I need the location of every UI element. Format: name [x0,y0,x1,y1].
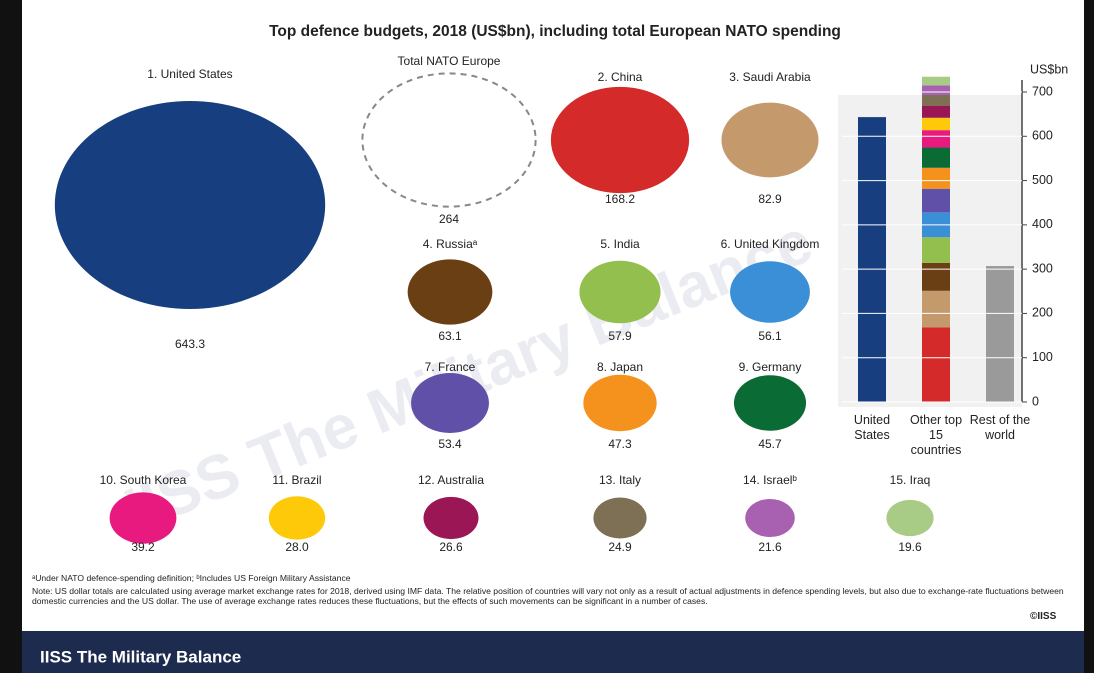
bar-segment [922,290,950,328]
bubble-label: 3. Saudi Arabia [729,70,811,84]
value-label: 56.1 [758,329,782,343]
y-tick-label: 500 [1032,173,1053,187]
value-label: 45.7 [758,437,782,451]
footnote: ᵃUnder NATO defence-spending definition;… [32,573,351,583]
bar-segment [922,147,950,168]
value-label: 21.6 [758,540,782,554]
bubble-label: 11. Brazil [272,473,321,487]
y-tick-label: 700 [1032,84,1053,98]
y-axis-label: US$bn [1030,62,1068,76]
left-border [0,0,22,673]
bar-segment [922,262,950,291]
bubble [550,86,690,194]
y-tick-label: 200 [1032,306,1053,320]
bubble-label: 12. Australia [418,473,484,487]
bubble [583,374,657,432]
value-label: 82.9 [758,192,782,206]
x-tick-label: Rest of the world [969,413,1031,442]
reference-label: Total NATO Europe [398,54,501,68]
y-tick-label: 100 [1032,350,1053,364]
bubble-label: 9. Germany [739,360,802,374]
value-label: 39.2 [131,540,155,554]
bar-segment [922,188,950,213]
bar-segment [922,237,950,263]
bubble-label: 8. Japan [597,360,643,374]
note: Note: US dollar totals are calculated us… [32,586,1064,606]
bubble [730,261,810,323]
bar-segment [922,130,950,148]
value-label: 28.0 [285,540,309,554]
bubble [745,498,795,538]
bar-segment [922,167,950,189]
bubble [593,497,647,539]
bubble [886,499,934,537]
y-tick-label: 600 [1032,129,1053,143]
bubble [54,101,326,309]
reference-circle [361,72,537,208]
value-label: 53.4 [438,437,462,451]
bar-segment [922,105,950,118]
value-label: 57.9 [608,329,632,343]
bubble [721,102,819,178]
bar [858,117,886,403]
bubble-label: 6. United Kingdom [721,237,820,251]
right-border [1084,0,1094,673]
footer-band [22,631,1084,673]
value-label: 26.6 [439,540,463,554]
bubble-label: 5. India [600,237,640,251]
reference-value: 264 [439,212,459,226]
footer-brand: IISS The Military Balance [40,647,241,666]
bubble-label: 7. France [425,360,476,374]
bar-segment [922,117,950,131]
bubble [411,373,489,433]
bubble-label: 10. South Korea [100,473,187,487]
chart-title: Top defence budgets, 2018 (US$bn), inclu… [269,23,841,40]
y-tick-label: 300 [1032,261,1053,275]
bubble [109,492,177,544]
bubble-label: 2. China [598,70,643,84]
y-tick-label: 0 [1032,394,1039,408]
value-label: 63.1 [438,329,462,343]
value-label: 168.2 [605,192,635,206]
bar-segment [922,327,950,402]
bubble-label: 13. Italy [599,473,641,487]
x-tick-label: United States [853,413,891,442]
bubble-label: 1. United States [147,67,232,81]
bar-segment [922,94,950,106]
x-tick-label: Other top 15 countries [909,413,963,457]
value-label: 47.3 [608,437,632,451]
bubble [423,496,479,540]
bar-segment [922,85,950,95]
value-label: 19.6 [898,540,922,554]
bubble [579,260,661,324]
bubble-label: 15. Iraq [890,473,931,487]
bubble [268,496,326,540]
value-label: 24.9 [608,540,632,554]
bubble-label: 4. Russiaᵃ [423,237,478,251]
bar-segment [922,76,950,86]
copyright: ©IISS [1030,611,1057,622]
bubble [407,259,493,325]
bubble [733,375,807,431]
value-label: 643.3 [175,337,205,351]
bar [986,266,1014,402]
bubble-label: 14. Israelᵇ [743,473,797,487]
y-tick-label: 400 [1032,217,1053,231]
